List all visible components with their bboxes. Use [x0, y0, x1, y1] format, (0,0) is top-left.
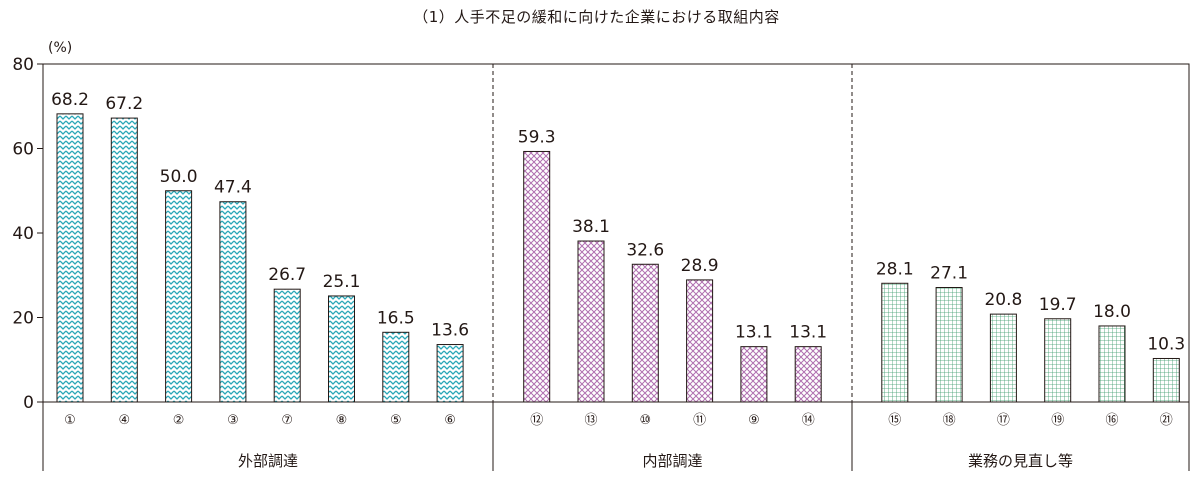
- plot-area: 68.2 67.2 50.0 47.4 26.7 25.1 16.5 13.6 59.3 38.1…: [42, 63, 1190, 403]
- bar: [273, 288, 301, 403]
- bar: [1098, 325, 1126, 403]
- data-label: 26.7: [268, 265, 306, 285]
- bar: [881, 282, 909, 403]
- bar: [740, 346, 768, 403]
- data-label: 13.1: [735, 323, 773, 343]
- category-label: ③: [227, 413, 239, 428]
- bar: [794, 346, 822, 403]
- category-label: ⑱: [943, 413, 956, 428]
- plot-frame: [42, 63, 1190, 403]
- data-label: 27.1: [930, 264, 968, 284]
- bar: [56, 113, 84, 403]
- data-label: 50.0: [160, 167, 198, 187]
- bar: [686, 279, 714, 403]
- data-label: 20.8: [984, 290, 1022, 310]
- group-label: 内部調達: [642, 452, 702, 470]
- data-label: 38.1: [572, 217, 610, 237]
- y-tick-label: 60: [12, 140, 34, 160]
- data-label: 28.1: [876, 259, 914, 279]
- category-label: ⑥: [444, 413, 456, 428]
- y-tick-label: 0: [23, 393, 34, 413]
- category-label: ⑧: [336, 413, 348, 428]
- category-label: ⑦: [281, 413, 293, 428]
- category-label: ⑲: [1051, 413, 1064, 428]
- data-label: 47.4: [214, 178, 252, 198]
- category-label: ⑬: [584, 413, 597, 428]
- group-label: 業務の見直し等: [968, 452, 1073, 470]
- data-label: 28.9: [681, 256, 719, 276]
- data-label: 68.2: [51, 90, 89, 110]
- category-label: ④: [118, 413, 130, 428]
- bar: [935, 287, 963, 403]
- category-label: ⑨: [748, 413, 760, 428]
- bar: [382, 331, 410, 403]
- bar: [989, 313, 1017, 403]
- category-label: ⑯: [1105, 413, 1118, 428]
- bar: [328, 295, 355, 403]
- category-label: ⑰: [997, 413, 1010, 428]
- data-label: 16.5: [377, 308, 415, 328]
- data-label: 19.7: [1039, 295, 1077, 315]
- bar: [523, 150, 551, 403]
- category-label: ①: [64, 413, 76, 428]
- category-axis: ①④②③⑦⑧⑤⑥⑫⑬⑩⑪⑨⑭⑮⑱⑰⑲⑯㉑⑳外部調達内部調達業務の見直し等: [42, 402, 1190, 471]
- category-label: ②: [173, 413, 185, 428]
- bar: [631, 263, 659, 403]
- bar: [436, 344, 464, 403]
- group-label: 外部調達: [238, 452, 298, 470]
- data-label: 32.6: [626, 240, 664, 260]
- data-label: 10.3: [1147, 334, 1185, 354]
- y-tick-label: 80: [12, 55, 34, 75]
- data-label: 13.1: [789, 323, 827, 343]
- data-label: 25.1: [323, 272, 361, 292]
- category-label: ㉑: [1160, 413, 1173, 428]
- bar: [577, 240, 605, 403]
- bar: [1044, 318, 1072, 403]
- category-label: ⑫: [530, 413, 543, 428]
- data-label: 59.3: [518, 127, 556, 147]
- y-axis: 0 20 40 60 80: [12, 55, 43, 413]
- y-axis-unit: (%): [48, 40, 72, 56]
- data-label: 13.6: [431, 321, 469, 341]
- category-label: ⑭: [802, 413, 815, 428]
- category-label: ⑮: [888, 413, 901, 428]
- category-label: ⑪: [693, 413, 706, 428]
- y-tick-label: 40: [12, 224, 34, 244]
- chart-title: （1）人手不足の緩和に向けた企業における取組内容: [413, 8, 780, 26]
- data-label: 67.2: [105, 94, 143, 114]
- bar: [110, 117, 138, 403]
- bar: [219, 201, 247, 403]
- bar: [165, 190, 193, 403]
- y-tick-label: 20: [12, 309, 34, 329]
- bar: [1152, 357, 1180, 403]
- data-label: 18.0: [1093, 302, 1131, 322]
- category-label: ⑤: [390, 413, 402, 428]
- category-label: ⑩: [639, 413, 651, 428]
